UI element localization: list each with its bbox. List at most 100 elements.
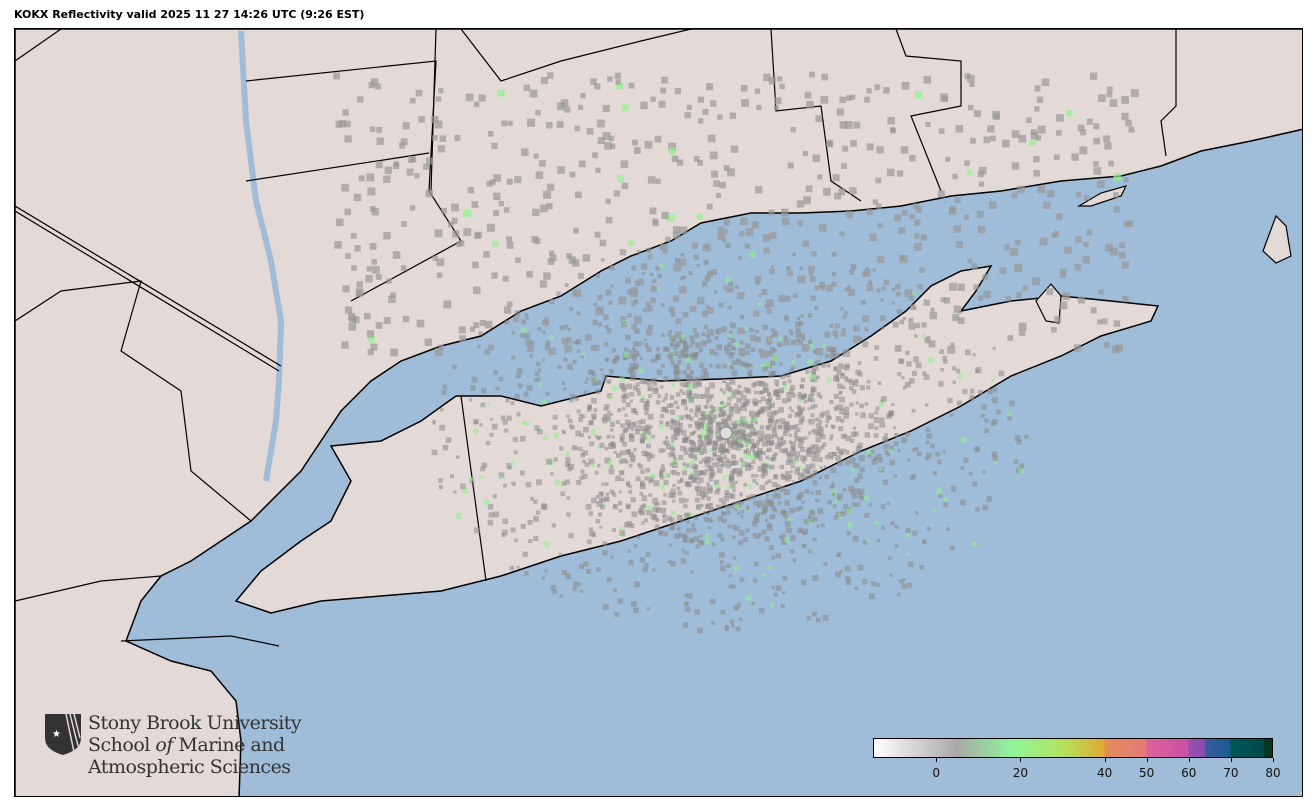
echo-pixel xyxy=(506,236,513,243)
echo-pixel xyxy=(854,586,858,591)
echo-pixel xyxy=(436,272,443,279)
echo-pixel xyxy=(1107,86,1113,93)
echo-pixel xyxy=(542,330,546,335)
echo-pixel xyxy=(820,523,825,528)
echo-pixel xyxy=(834,192,841,200)
echo-pixel xyxy=(608,468,615,475)
echo-pixel xyxy=(1030,129,1038,136)
echo-pixel xyxy=(852,463,858,469)
echo-pixel xyxy=(768,76,776,85)
echo-pixel xyxy=(723,455,728,459)
echo-pixel xyxy=(625,334,631,341)
echo-pixel xyxy=(773,105,779,111)
echo-pixel xyxy=(732,501,737,507)
echo-pixel xyxy=(669,525,675,531)
echo-pixel xyxy=(887,556,892,561)
echo-pixel xyxy=(602,549,608,556)
echo-pixel xyxy=(630,427,635,431)
echo-pixel xyxy=(621,398,626,404)
echo-pixel xyxy=(839,569,843,574)
echo-pixel xyxy=(684,406,688,411)
echo-pixel xyxy=(732,440,738,447)
echo-pixel xyxy=(795,466,800,471)
echo-pixel xyxy=(724,624,729,629)
echo-pixel xyxy=(613,588,617,593)
echo-pixel xyxy=(825,414,831,420)
echo-pixel xyxy=(669,395,675,400)
echo-pixel xyxy=(785,425,791,431)
echo-pixel xyxy=(524,420,530,426)
echo-pixel xyxy=(743,537,749,543)
echo-pixel xyxy=(621,321,628,328)
echo-pixel xyxy=(949,206,957,213)
echo-pixel xyxy=(868,423,875,430)
echo-pixel xyxy=(632,385,638,391)
echo-pixel xyxy=(809,71,815,78)
echo-pixel xyxy=(709,151,718,160)
echo-pixel xyxy=(729,470,735,476)
echo-pixel xyxy=(735,626,741,632)
echo-pixel xyxy=(1121,112,1129,121)
echo-pixel xyxy=(915,206,922,213)
echo-pixel xyxy=(729,378,736,385)
echo-pixel xyxy=(535,109,541,116)
echo-pixel xyxy=(486,402,490,406)
echo-pixel xyxy=(744,327,749,331)
echo-pixel xyxy=(732,359,738,365)
echo-pixel xyxy=(839,408,846,415)
echo-pixel xyxy=(724,344,730,351)
echo-pixel xyxy=(609,265,615,271)
echo-pixel xyxy=(626,425,631,430)
echo-pixel xyxy=(637,352,641,357)
echo-pixel xyxy=(652,388,659,395)
echo-pixel xyxy=(650,285,657,292)
echo-pixel xyxy=(728,353,734,359)
echo-pixel xyxy=(840,418,845,423)
echo-pixel xyxy=(754,421,758,425)
echo-pixel xyxy=(621,407,626,411)
echo-pixel xyxy=(675,420,681,426)
echo-pixel xyxy=(1051,327,1057,333)
echo-pixel xyxy=(923,76,932,84)
echo-pixel xyxy=(498,200,504,207)
echo-pixel xyxy=(521,148,529,156)
echo-pixel xyxy=(722,238,727,243)
shield-icon: ★ xyxy=(45,713,81,755)
echo-pixel xyxy=(610,428,614,432)
echo-pixel xyxy=(982,274,989,280)
echo-pixel xyxy=(564,106,571,113)
echo-pixel xyxy=(908,378,915,384)
echo-pixel xyxy=(798,420,804,425)
echo-pixel xyxy=(896,592,901,597)
echo-pixel xyxy=(787,379,792,384)
echo-pixel xyxy=(1017,185,1025,194)
echo-pixel xyxy=(987,125,995,133)
echo-pixel xyxy=(504,320,510,325)
echo-pixel xyxy=(1078,296,1085,304)
echo-pixel xyxy=(724,348,731,355)
echo-pixel xyxy=(489,432,494,437)
echo-pixel xyxy=(683,343,689,349)
echo-pixel xyxy=(422,163,430,170)
echo-pixel xyxy=(949,282,957,291)
echo-pixel xyxy=(655,518,660,523)
echo-pixel xyxy=(982,470,986,474)
echo-pixel xyxy=(1119,242,1126,249)
echo-pixel xyxy=(341,183,350,192)
echo-pixel xyxy=(750,431,755,436)
echo-pixel xyxy=(820,95,829,104)
echo-pixel xyxy=(653,382,658,387)
echo-pixel xyxy=(753,401,759,407)
echo-pixel xyxy=(615,475,621,482)
echo-pixel xyxy=(739,340,744,345)
echo-pixel xyxy=(618,296,627,305)
echo-pixel xyxy=(637,249,641,254)
echo-pixel xyxy=(392,251,401,259)
echo-pixel xyxy=(639,356,643,360)
echo-pixel xyxy=(657,287,661,291)
echo-pixel xyxy=(599,239,607,247)
radar-map[interactable] xyxy=(14,28,1303,797)
echo-pixel xyxy=(738,256,742,260)
echo-pixel xyxy=(725,510,731,515)
echo-pixel xyxy=(952,380,956,384)
